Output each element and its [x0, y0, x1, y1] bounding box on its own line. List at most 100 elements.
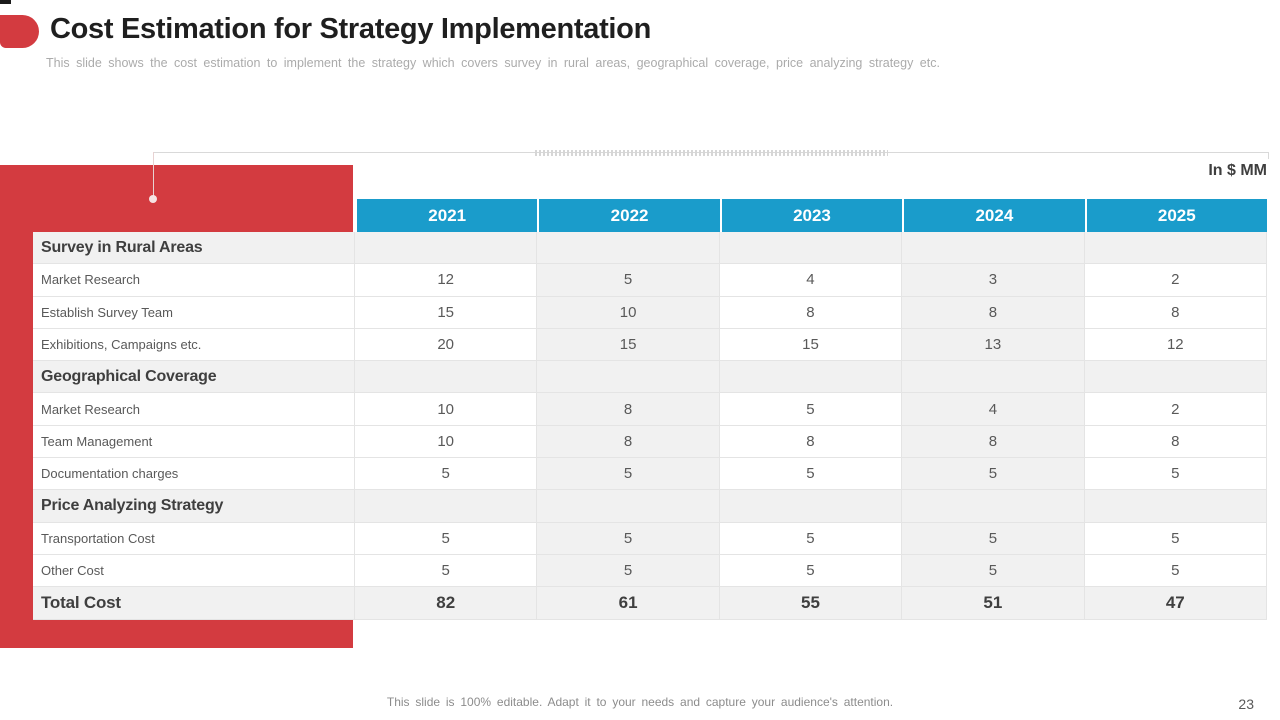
- value-cell: 8: [719, 296, 903, 329]
- row-label: Market Research: [33, 393, 355, 426]
- row-label: Geographical Coverage: [33, 361, 355, 394]
- table-row: Other Cost 5 5 5 5 5: [33, 554, 1267, 588]
- row-label: Team Management: [33, 425, 355, 459]
- table-row: Documentation charges 5 5 5 5 5: [33, 458, 1267, 491]
- value-cell: 5: [719, 522, 903, 555]
- value-cell: 15: [355, 296, 538, 329]
- value-cell: [902, 232, 1085, 265]
- connector-line-end-tick: [1268, 152, 1269, 159]
- value-cell: 5: [355, 554, 538, 588]
- value-cell: 12: [355, 264, 538, 297]
- table-row: Price Analyzing Strategy: [33, 490, 1267, 523]
- value-cell: 2: [1084, 393, 1267, 426]
- value-cell: 8: [1084, 296, 1267, 329]
- value-cell: 5: [537, 264, 720, 297]
- connector-dot: [149, 195, 157, 203]
- value-cell: 15: [537, 328, 720, 362]
- value-cell: 55: [719, 587, 903, 620]
- table-row: Survey in Rural Areas: [33, 232, 1267, 265]
- value-cell: [537, 361, 720, 394]
- value-cell: [1084, 490, 1267, 523]
- value-cell: 10: [355, 393, 538, 426]
- table-row: Transportation Cost 5 5 5 5 5: [33, 522, 1267, 555]
- value-cell: [719, 232, 903, 265]
- value-cell: [355, 232, 538, 265]
- year-header-row: 2021 2022 2023 2024 2025: [33, 199, 1267, 232]
- value-cell: [355, 361, 538, 394]
- value-cell: 61: [537, 587, 720, 620]
- row-label: Other Cost: [33, 554, 355, 588]
- year-header-spacer: [33, 199, 355, 232]
- value-cell: 8: [537, 425, 720, 459]
- year-column-header: 2021: [355, 199, 538, 232]
- value-cell: 5: [537, 522, 720, 555]
- value-cell: 82: [355, 587, 538, 620]
- value-cell: 47: [1084, 587, 1267, 620]
- value-cell: 5: [355, 522, 538, 555]
- value-cell: 8: [719, 425, 903, 459]
- value-cell: 5: [1084, 458, 1267, 491]
- table-row: Team Management 10 8 8 8 8: [33, 425, 1267, 459]
- value-cell: 8: [902, 425, 1085, 459]
- value-cell: 8: [537, 393, 720, 426]
- title-accent-shape: [0, 15, 39, 48]
- value-cell: 5: [902, 522, 1085, 555]
- value-cell: 12: [1084, 328, 1267, 362]
- value-cell: 5: [719, 393, 903, 426]
- year-column-header: 2025: [1084, 199, 1267, 232]
- year-column-header: 2023: [719, 199, 903, 232]
- value-cell: 3: [902, 264, 1085, 297]
- row-label: Market Research: [33, 264, 355, 297]
- table-row: Exhibitions, Campaigns etc. 20 15 15 13 12: [33, 328, 1267, 362]
- row-label: Documentation charges: [33, 458, 355, 491]
- page-subtitle: This slide shows the cost estimation to …: [46, 56, 940, 70]
- table-row: Market Research 10 8 5 4 2: [33, 393, 1267, 426]
- connector-line-dashed-segment: [535, 150, 888, 156]
- table-row: Geographical Coverage: [33, 361, 1267, 394]
- value-cell: [719, 361, 903, 394]
- value-cell: [902, 361, 1085, 394]
- year-column-header: 2022: [537, 199, 720, 232]
- value-cell: 5: [355, 458, 538, 491]
- value-cell: 5: [902, 458, 1085, 491]
- value-cell: 15: [719, 328, 903, 362]
- value-cell: 8: [1084, 425, 1267, 459]
- table-row: Market Research 12 5 4 3 2: [33, 264, 1267, 297]
- value-cell: [537, 490, 720, 523]
- row-label: Exhibitions, Campaigns etc.: [33, 328, 355, 362]
- value-cell: 2: [1084, 264, 1267, 297]
- value-cell: [355, 490, 538, 523]
- connector-line-vertical: [153, 152, 154, 196]
- page-title: Cost Estimation for Strategy Implementat…: [50, 13, 652, 45]
- value-cell: 8: [902, 296, 1085, 329]
- value-cell: 5: [902, 554, 1085, 588]
- row-label: Total Cost: [33, 587, 355, 620]
- value-cell: 5: [719, 458, 903, 491]
- value-cell: 5: [719, 554, 903, 588]
- corner-mark: [0, 0, 11, 4]
- value-cell: 5: [537, 554, 720, 588]
- year-column-header: 2024: [902, 199, 1085, 232]
- value-cell: [537, 232, 720, 265]
- row-label: Establish Survey Team: [33, 296, 355, 329]
- value-cell: [1084, 232, 1267, 265]
- value-cell: [902, 490, 1085, 523]
- table-row: Total Cost 82 61 55 51 47: [33, 587, 1267, 620]
- page-number: 23: [1238, 696, 1254, 712]
- unit-label: In $ MM: [1208, 162, 1267, 179]
- row-label: Price Analyzing Strategy: [33, 490, 355, 523]
- cost-table: 2021 2022 2023 2024 2025 Survey in Rural Are…: [33, 199, 1267, 620]
- value-cell: 5: [1084, 554, 1267, 588]
- value-cell: 5: [537, 458, 720, 491]
- value-cell: 20: [355, 328, 538, 362]
- slide-footer-note: This slide is 100% editable. Adapt it to…: [386, 695, 894, 709]
- value-cell: 51: [902, 587, 1085, 620]
- value-cell: [719, 490, 903, 523]
- value-cell: 10: [355, 425, 538, 459]
- table-row: Establish Survey Team 15 10 8 8 8: [33, 296, 1267, 329]
- row-label: Transportation Cost: [33, 522, 355, 555]
- value-cell: 4: [719, 264, 903, 297]
- value-cell: 4: [902, 393, 1085, 426]
- value-cell: 5: [1084, 522, 1267, 555]
